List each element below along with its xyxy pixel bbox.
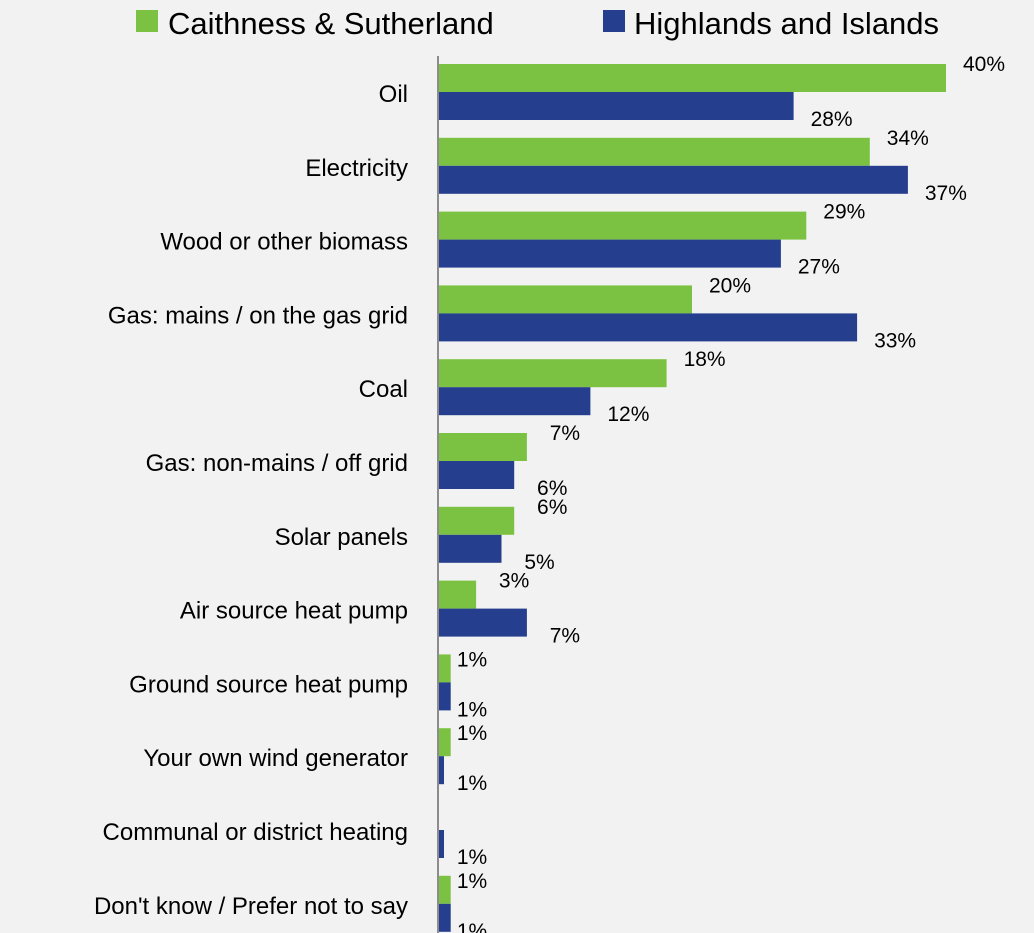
data-label-caithness-sutherland-wood-or-other-biomass: 29%: [823, 201, 865, 224]
data-label-highlands-and-islands-solar-panels: 5%: [524, 551, 554, 574]
data-label-highlands-and-islands-electricity: 37%: [925, 182, 967, 205]
category-label-solar-panels: Solar panels: [275, 524, 408, 551]
data-label-highlands-and-islands-coal: 12%: [607, 403, 649, 426]
data-label-caithness-sutherland-ground-source-heat-pump: 1%: [457, 648, 487, 671]
bar-caithness-sutherland-ground-source-heat-pump: [438, 654, 451, 683]
bar-highlands-and-islands-ground-source-heat-pump: [438, 682, 451, 711]
data-label-highlands-and-islands-don-t-know-prefer-not-to-say: 1%: [457, 920, 487, 933]
bar-caithness-sutherland-electricity: [438, 137, 870, 166]
data-label-caithness-sutherland-electricity: 34%: [887, 127, 929, 150]
bar-caithness-sutherland-don-t-know-prefer-not-to-say: [438, 875, 451, 904]
bar-highlands-and-islands-your-own-wind-generator: [438, 756, 444, 785]
data-label-caithness-sutherland-gas-mains-on-the-gas-grid: 20%: [709, 274, 751, 297]
labels-group: Oil 40% 28% Electricity 34% 37% Wood or other …: [94, 53, 1005, 933]
category-label-air-source-heat-pump: Air source heat pump: [180, 598, 408, 625]
bar-highlands-and-islands-coal: [438, 387, 591, 416]
bar-caithness-sutherland-your-own-wind-generator: [438, 728, 451, 757]
bar-caithness-sutherland-gas-non-mains-off-grid: [438, 433, 527, 461]
bar-caithness-sutherland-coal: [438, 359, 667, 388]
category-label-electricity: Electricity: [305, 155, 408, 182]
legend-label-highlands-and-islands: Highlands and Islands: [634, 6, 939, 41]
data-label-highlands-and-islands-your-own-wind-generator: 1%: [457, 772, 487, 795]
bar-highlands-and-islands-communal-or-district-heating: [438, 830, 444, 858]
data-label-caithness-sutherland-coal: 18%: [684, 348, 726, 371]
data-label-caithness-sutherland-oil: 40%: [963, 53, 1005, 76]
bar-caithness-sutherland-air-source-heat-pump: [438, 580, 477, 609]
data-label-caithness-sutherland-gas-non-mains-off-grid: 7%: [550, 422, 580, 445]
category-label-ground-source-heat-pump: Ground source heat pump: [129, 671, 408, 698]
bar-highlands-and-islands-don-t-know-prefer-not-to-say: [438, 903, 451, 932]
category-label-oil: Oil: [379, 81, 408, 108]
bar-caithness-sutherland-solar-panels: [438, 506, 515, 535]
data-label-highlands-and-islands-communal-or-district-heating: 1%: [457, 846, 487, 869]
data-label-caithness-sutherland-air-source-heat-pump: 3%: [499, 570, 529, 593]
bar-highlands-and-islands-gas-mains-on-the-gas-grid: [438, 313, 858, 342]
bar-highlands-and-islands-gas-non-mains-off-grid: [438, 461, 515, 489]
data-label-highlands-and-islands-oil: 28%: [811, 108, 853, 131]
category-label-wood-or-other-biomass: Wood or other biomass: [160, 229, 408, 256]
bar-caithness-sutherland-wood-or-other-biomass: [438, 211, 807, 240]
data-label-highlands-and-islands-gas-mains-on-the-gas-grid: 33%: [874, 329, 916, 352]
category-label-gas-non-mains-off-grid: Gas: non-mains / off grid: [146, 450, 408, 477]
category-label-gas-mains-on-the-gas-grid: Gas: mains / on the gas grid: [108, 302, 408, 329]
bar-caithness-sutherland-oil: [438, 64, 946, 92]
data-label-caithness-sutherland-your-own-wind-generator: 1%: [457, 722, 487, 745]
bar-highlands-and-islands-air-source-heat-pump: [438, 608, 527, 637]
bar-highlands-and-islands-electricity: [438, 165, 908, 194]
category-label-don-t-know-prefer-not-to-say: Don't know / Prefer not to say: [94, 893, 408, 920]
category-label-your-own-wind-generator: Your own wind generator: [143, 745, 408, 772]
bars-group: [438, 64, 946, 932]
data-label-highlands-and-islands-wood-or-other-biomass: 27%: [798, 256, 840, 279]
bar-highlands-and-islands-solar-panels: [438, 534, 502, 563]
legend-swatch-highlands-and-islands: [603, 10, 625, 32]
data-label-caithness-sutherland-solar-panels: 6%: [537, 496, 567, 519]
bar-highlands-and-islands-wood-or-other-biomass: [438, 239, 781, 268]
category-label-coal: Coal: [359, 376, 408, 403]
bar-highlands-and-islands-oil: [438, 92, 794, 120]
category-label-communal-or-district-heating: Communal or district heating: [103, 819, 408, 846]
legend: Caithness & Sutherland Highlands and Isla…: [136, 6, 939, 41]
bar-caithness-sutherland-gas-mains-on-the-gas-grid: [438, 285, 692, 314]
data-label-highlands-and-islands-ground-source-heat-pump: 1%: [457, 698, 487, 721]
legend-label-caithness-sutherland: Caithness & Sutherland: [168, 6, 494, 41]
data-label-highlands-and-islands-air-source-heat-pump: 7%: [550, 625, 580, 648]
data-label-caithness-sutherland-don-t-know-prefer-not-to-say: 1%: [457, 870, 487, 893]
data-label-highlands-and-islands-gas-non-mains-off-grid: 6%: [537, 477, 567, 500]
legend-swatch-caithness-sutherland: [136, 10, 158, 32]
